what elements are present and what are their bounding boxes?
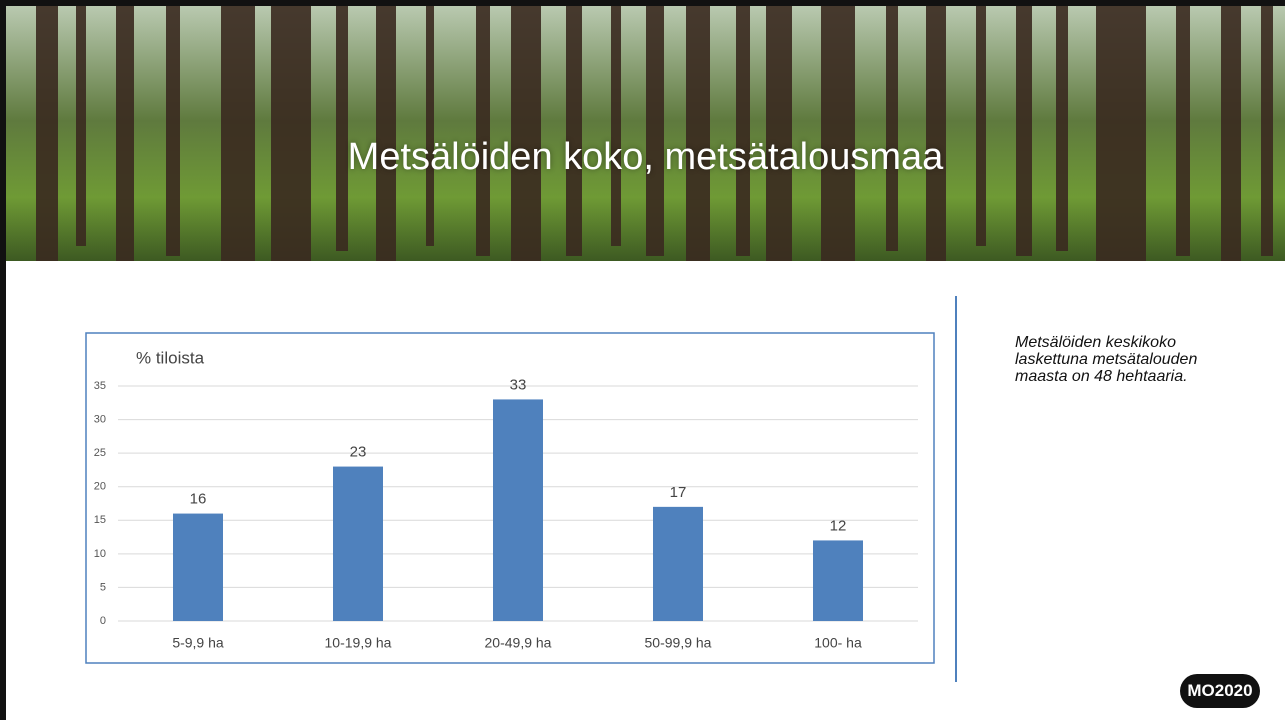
x-tick-label: 50-99,9 ha bbox=[645, 635, 712, 651]
y-tick-label: 25 bbox=[94, 447, 106, 459]
data-label: 16 bbox=[190, 491, 207, 508]
data-label: 12 bbox=[830, 517, 847, 534]
x-tick-label: 10-19,9 ha bbox=[325, 635, 392, 651]
note-line: laskettuna metsätalouden bbox=[1015, 351, 1265, 368]
data-label: 17 bbox=[670, 484, 687, 501]
note-line: Metsälöiden keskikoko bbox=[1015, 334, 1265, 351]
y-tick-label: 10 bbox=[94, 548, 106, 560]
y-tick-label: 0 bbox=[100, 615, 106, 627]
x-tick-label: 20-49,9 ha bbox=[485, 635, 552, 651]
logo: MO2020 bbox=[1180, 674, 1260, 708]
bar bbox=[173, 514, 223, 621]
y-tick-label: 20 bbox=[94, 481, 106, 493]
slide: Metsälöiden koko, metsätalousmaa % tiloi… bbox=[0, 0, 1285, 720]
x-tick-label: 5-9,9 ha bbox=[172, 635, 224, 651]
bar bbox=[653, 507, 703, 621]
y-tick-label: 5 bbox=[100, 581, 106, 593]
bar bbox=[493, 399, 543, 621]
data-label: 23 bbox=[350, 444, 367, 461]
y-tick-label: 30 bbox=[94, 413, 106, 425]
y-tick-label: 35 bbox=[94, 380, 106, 392]
y-tick-label: 15 bbox=[94, 514, 106, 526]
note-line: maasta on 48 hehtaaria. bbox=[1015, 368, 1265, 385]
bar bbox=[333, 467, 383, 621]
x-tick-label: 100- ha bbox=[814, 635, 862, 651]
bar bbox=[813, 540, 863, 621]
y-axis-label: % tiloista bbox=[136, 348, 205, 367]
data-label: 33 bbox=[510, 376, 527, 393]
